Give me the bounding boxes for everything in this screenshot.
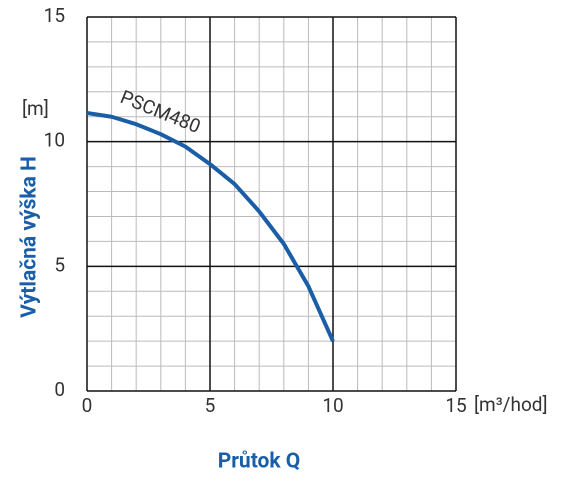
- y-tick-label: 15: [44, 4, 65, 27]
- x-tick-label: 0: [82, 394, 93, 417]
- x-unit: [m³/hod]: [474, 393, 548, 416]
- y-axis-title: Výtlačná výška H: [18, 156, 42, 318]
- y-tick-label: 10: [44, 129, 65, 152]
- y-tick-label: 5: [54, 253, 65, 276]
- x-tick-label: 15: [445, 394, 466, 417]
- y-unit: [m]: [22, 97, 49, 120]
- x-tick-label: 10: [322, 394, 343, 417]
- y-tick-label: 0: [54, 378, 65, 401]
- series-line: [86, 111, 335, 342]
- x-axis-title: Průtok Q: [218, 450, 301, 474]
- x-tick-label: 5: [205, 394, 216, 417]
